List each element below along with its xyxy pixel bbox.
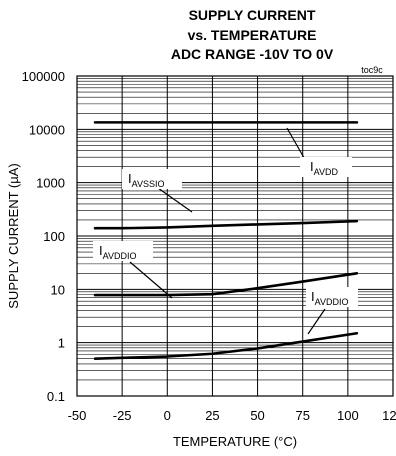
y-tick-label: 1 [58,336,65,351]
series-annotations: IAVDD IAVSSIO IAVDDIO IAVDDIO [93,127,358,335]
plot-series [93,121,359,361]
x-tick-label: 0 [164,408,171,423]
y-axis-label: SUPPLY CURRENT (µA) [6,163,21,308]
series-label-4: IAVDDIO [311,289,348,307]
chart-title-line-2: vs. TEMPERATURE [188,27,317,43]
annotation-box-3 [93,241,153,261]
x-axis-label: TEMPERATURE (°C) [173,434,297,449]
y-tick-label: 0.1 [47,389,65,404]
series-label-3: IAVDDIO [99,243,136,261]
y-tick-label: 100 [43,229,65,244]
y-tick-label: 10000 [29,122,65,137]
x-tick-label: 25 [205,408,219,423]
x-tick-label: 125 [382,408,396,423]
figure-tag: toc9c [361,65,383,75]
x-tick-label: -50 [68,408,87,423]
y-tick-label: 1000 [36,176,65,191]
x-tick-label: 75 [295,408,309,423]
y-tick-label: 100000 [22,69,65,84]
series-label-1: IAVDD [310,159,338,177]
annotation-box-4 [306,287,358,307]
annotation-leader-3 [129,261,173,299]
x-tick-label: 100 [337,408,359,423]
series-line-3 [93,271,359,297]
plot-frame [76,75,394,397]
annotation-leader-4 [307,308,326,335]
series-label-2: IAVSSIO [128,171,164,189]
plot-grid [77,76,393,396]
chart-title-line-3: ADC RANGE -10V TO 0V [171,46,334,62]
annotation-box-1 [300,157,352,177]
annotation-box-2 [122,169,182,189]
x-axis-ticks: -50 -25 0 25 50 75 100 125 [68,408,396,423]
annotation-leader-2 [157,187,193,213]
chart-title-line-1: SUPPLY CURRENT [189,7,316,23]
y-axis-ticks: 0.1 1 10 100 1000 10000 100000 [22,69,65,404]
x-tick-label: -25 [113,408,132,423]
chart-title: SUPPLY CURRENT vs. TEMPERATURE ADC RANGE… [171,7,334,62]
x-tick-label: 50 [250,408,264,423]
y-tick-label: 10 [51,282,65,297]
series-line-2 [93,219,359,230]
series-line-4 [93,331,359,361]
